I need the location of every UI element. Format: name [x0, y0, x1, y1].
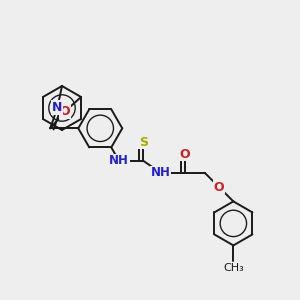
Text: N: N — [52, 101, 63, 114]
Text: O: O — [59, 105, 70, 118]
Text: NH: NH — [151, 166, 171, 179]
Text: CH₃: CH₃ — [223, 263, 244, 273]
Text: O: O — [180, 148, 190, 160]
Text: NH: NH — [109, 154, 129, 167]
Text: O: O — [214, 181, 224, 194]
Text: S: S — [139, 136, 148, 148]
